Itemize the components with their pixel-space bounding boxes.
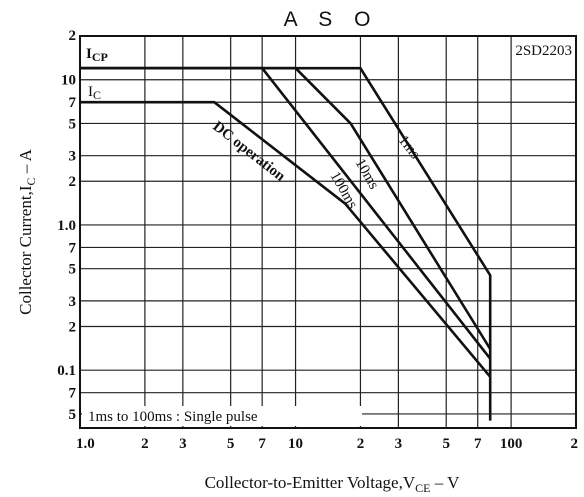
x-tick-label: 2 [571, 436, 579, 452]
single-pulse-annotation: 1ms to 100ms : Single pulse [88, 409, 258, 425]
y-tick-label: 7 [69, 240, 77, 256]
x-tick-label: 3 [179, 436, 187, 452]
y-tick-label: 7 [69, 386, 77, 402]
y-tick-label: 5 [69, 262, 77, 278]
series-label-100ms: 100ms [327, 169, 361, 212]
icp-limit-label: ICP [86, 46, 108, 64]
part-number: 2SD2203 [515, 43, 572, 59]
y-tick-label: 2 [69, 174, 77, 190]
x-tick-label: 3 [395, 436, 403, 452]
x-tick-label: 5 [227, 436, 235, 452]
y-tick-label: 5 [69, 116, 77, 132]
grid-lines [80, 36, 576, 428]
x-tick-label: 2 [357, 436, 365, 452]
ic-limit-label: IC [88, 84, 101, 102]
series-label-1ms: 1ms [395, 133, 423, 163]
x-tick-label: 7 [474, 436, 482, 452]
y-tick-label: 0.1 [57, 363, 76, 379]
x-axis-label: Collector-to-Emitter Voltage,VCE – V [205, 473, 461, 495]
series-line-100ms [80, 66, 492, 360]
y-tick-label: 3 [69, 294, 77, 310]
x-tick-label: 100 [500, 436, 523, 452]
curves [80, 66, 492, 421]
x-tick-label: 1.0 [76, 436, 95, 452]
x-tick-label: 7 [258, 436, 266, 452]
y-tick-label: 2 [69, 28, 77, 44]
y-tick-label: 5 [69, 407, 77, 423]
y-axis-label: Collector Current,IC – A [16, 148, 38, 314]
y-tick-label: 1.0 [57, 218, 76, 234]
plot-frame [79, 35, 577, 429]
x-tick-label: 5 [442, 436, 450, 452]
y-tick-label: 2 [69, 319, 77, 335]
series-line-10ms [80, 66, 492, 350]
chart-title: A S O [284, 8, 379, 31]
y-tick-label: 7 [69, 95, 77, 111]
series-line-dc-operation [80, 100, 492, 378]
y-tick-label: 3 [69, 149, 77, 165]
x-tick-label: 10 [288, 436, 303, 452]
x-tick-label: 2 [141, 436, 149, 452]
y-tick-label: 10 [61, 73, 76, 89]
annotation-box [82, 406, 362, 426]
series-line-1ms [80, 66, 492, 421]
tick-labels: 1.0 2 3 5 7 10 2 3 5 7 100 2 5 7 0.1 2 3 5 7 1.0 2 3 5 7 10 2 [57, 28, 578, 452]
